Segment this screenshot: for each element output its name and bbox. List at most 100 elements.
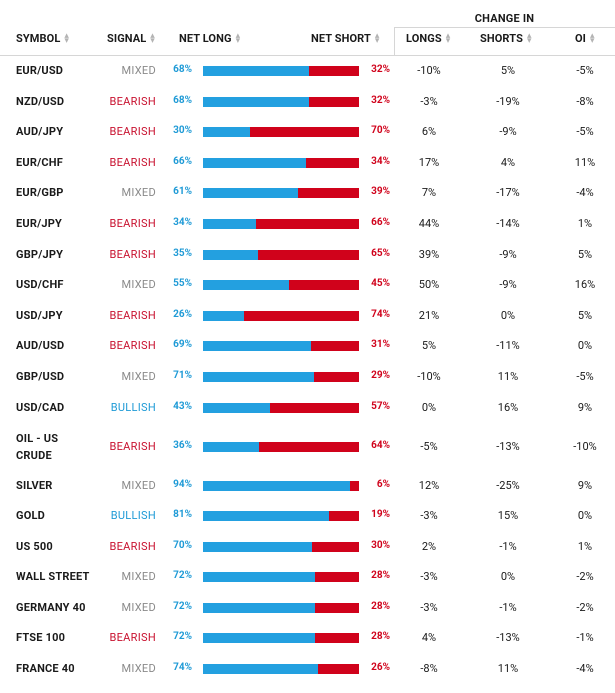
col-header-net-long[interactable]: NET LONG ▴ ▾ [179,32,240,50]
col-header-shorts-label: SHORTS [480,32,523,45]
col-header-net-short-label: NET SHORT [311,32,371,45]
net-short-pct: 28% [371,631,390,642]
change-shorts: 11% [497,662,519,675]
sentiment-bar-long-fill [203,481,350,491]
symbol-link[interactable]: USD/CAD [16,401,65,414]
change-in-divider [394,27,615,28]
net-long-pct: 68% [173,64,192,75]
symbol-link[interactable]: AUD/JPY [16,125,64,138]
signal-label: MIXED [121,370,156,383]
sentiment-bar [203,280,359,290]
net-short-pct: 66% [371,217,390,228]
net-long-pct: 68% [173,95,192,106]
change-shorts: -14% [496,217,520,230]
sentiment-bar-long-fill [203,664,319,674]
net-short-pct: 28% [371,601,390,612]
sentiment-bar-long-fill [203,219,257,229]
change-longs: 4% [421,631,437,644]
symbol-link[interactable]: EUR/JPY [16,217,63,230]
sentiment-bar-long-fill [203,250,258,260]
symbol-link[interactable]: EUR/GBP [16,186,64,199]
symbol-link[interactable]: NZD/USD [16,95,65,108]
sentiment-bar [203,372,359,382]
symbol-link-continued[interactable]: CRUDE [16,449,52,462]
sentiment-bar [203,250,359,260]
sentiment-bar-long-fill [203,511,330,521]
net-long-pct: 61% [173,186,192,197]
sentiment-bar-long-fill [203,572,316,582]
sort-icon: ▴ ▾ [590,31,595,47]
change-shorts: -25% [496,479,520,492]
net-long-pct: 66% [173,156,192,167]
sentiment-bar [203,219,359,229]
sentiment-bar-long-fill [203,442,260,452]
symbol-link[interactable]: EUR/CHF [16,156,63,169]
col-header-shorts[interactable]: SHORTS ▴ ▾ [480,32,532,50]
change-shorts: -17% [496,186,520,199]
change-shorts: -9% [499,278,517,291]
sentiment-bar-long-fill [203,603,316,613]
change-oi: -2% [576,570,594,583]
change-oi: -4% [576,662,594,675]
col-header-symbol[interactable]: SYMBOL ▴ ▾ [16,32,69,50]
change-shorts: -11% [496,339,520,352]
change-longs: 39% [418,248,440,261]
change-shorts: 15% [497,509,519,522]
sentiment-bar-long-fill [203,127,250,137]
signal-label: BULLISH [110,509,156,522]
sentiment-bar [203,97,359,107]
symbol-link[interactable]: US 500 [16,540,53,553]
change-oi: 5% [577,309,593,322]
symbol-link[interactable]: GOLD [16,509,45,522]
change-oi: -10% [573,440,597,453]
change-longs: 0% [421,401,437,414]
change-oi: 0% [577,509,593,522]
sentiment-bar [203,341,359,351]
symbol-link[interactable]: OIL - US [16,432,59,445]
signal-label: BEARISH [109,125,156,138]
change-longs: 12% [418,479,440,492]
change-shorts: 11% [497,370,519,383]
col-header-signal[interactable]: SIGNAL ▴ ▾ [107,32,155,50]
net-long-pct: 26% [173,309,192,320]
sort-icon: ▴ ▾ [150,31,155,47]
net-short-pct: 74% [371,309,390,320]
change-shorts: -1% [499,601,517,614]
signal-label: MIXED [121,601,156,614]
sentiment-bar-long-fill [203,97,310,107]
net-long-pct: 72% [173,601,192,612]
sentiment-bar-long-fill [203,66,310,76]
net-short-pct: 34% [371,156,390,167]
net-short-pct: 65% [371,248,390,259]
symbol-link[interactable]: WALL STREET [16,570,90,583]
symbol-link[interactable]: SILVER [16,479,53,492]
symbol-link[interactable]: GBP/JPY [16,248,64,261]
symbol-link[interactable]: FTSE 100 [16,631,66,644]
change-longs: -3% [420,601,438,614]
col-header-signal-label: SIGNAL [107,32,147,45]
change-oi: 1% [577,217,593,230]
symbol-link[interactable]: USD/CHF [16,278,64,291]
symbol-link[interactable]: FRANCE 40 [16,662,75,675]
sentiment-bar-long-fill [203,188,299,198]
symbol-link[interactable]: AUD/USD [16,339,65,352]
sentiment-bar [203,442,359,452]
net-long-pct: 69% [173,339,192,350]
change-longs: -10% [417,370,441,383]
col-header-net-short[interactable]: NET SHORT ▴ ▾ [311,32,380,50]
symbol-link[interactable]: USD/JPY [16,309,63,322]
col-header-longs[interactable]: LONGS ▴ ▾ [406,32,450,50]
change-oi: 9% [577,479,593,492]
signal-label: BULLISH [110,401,156,414]
symbol-link[interactable]: EUR/USD [16,64,64,77]
sentiment-bar-long-fill [203,542,313,552]
sentiment-bar [203,633,359,643]
signal-label: MIXED [121,570,156,583]
change-shorts: -19% [496,95,520,108]
symbol-link[interactable]: GBP/USD [16,370,65,383]
signal-label: MIXED [121,186,156,199]
change-oi: 5% [577,248,593,261]
col-header-oi[interactable]: OI ▴ ▾ [575,32,595,50]
symbol-link[interactable]: GERMANY 40 [16,601,86,614]
